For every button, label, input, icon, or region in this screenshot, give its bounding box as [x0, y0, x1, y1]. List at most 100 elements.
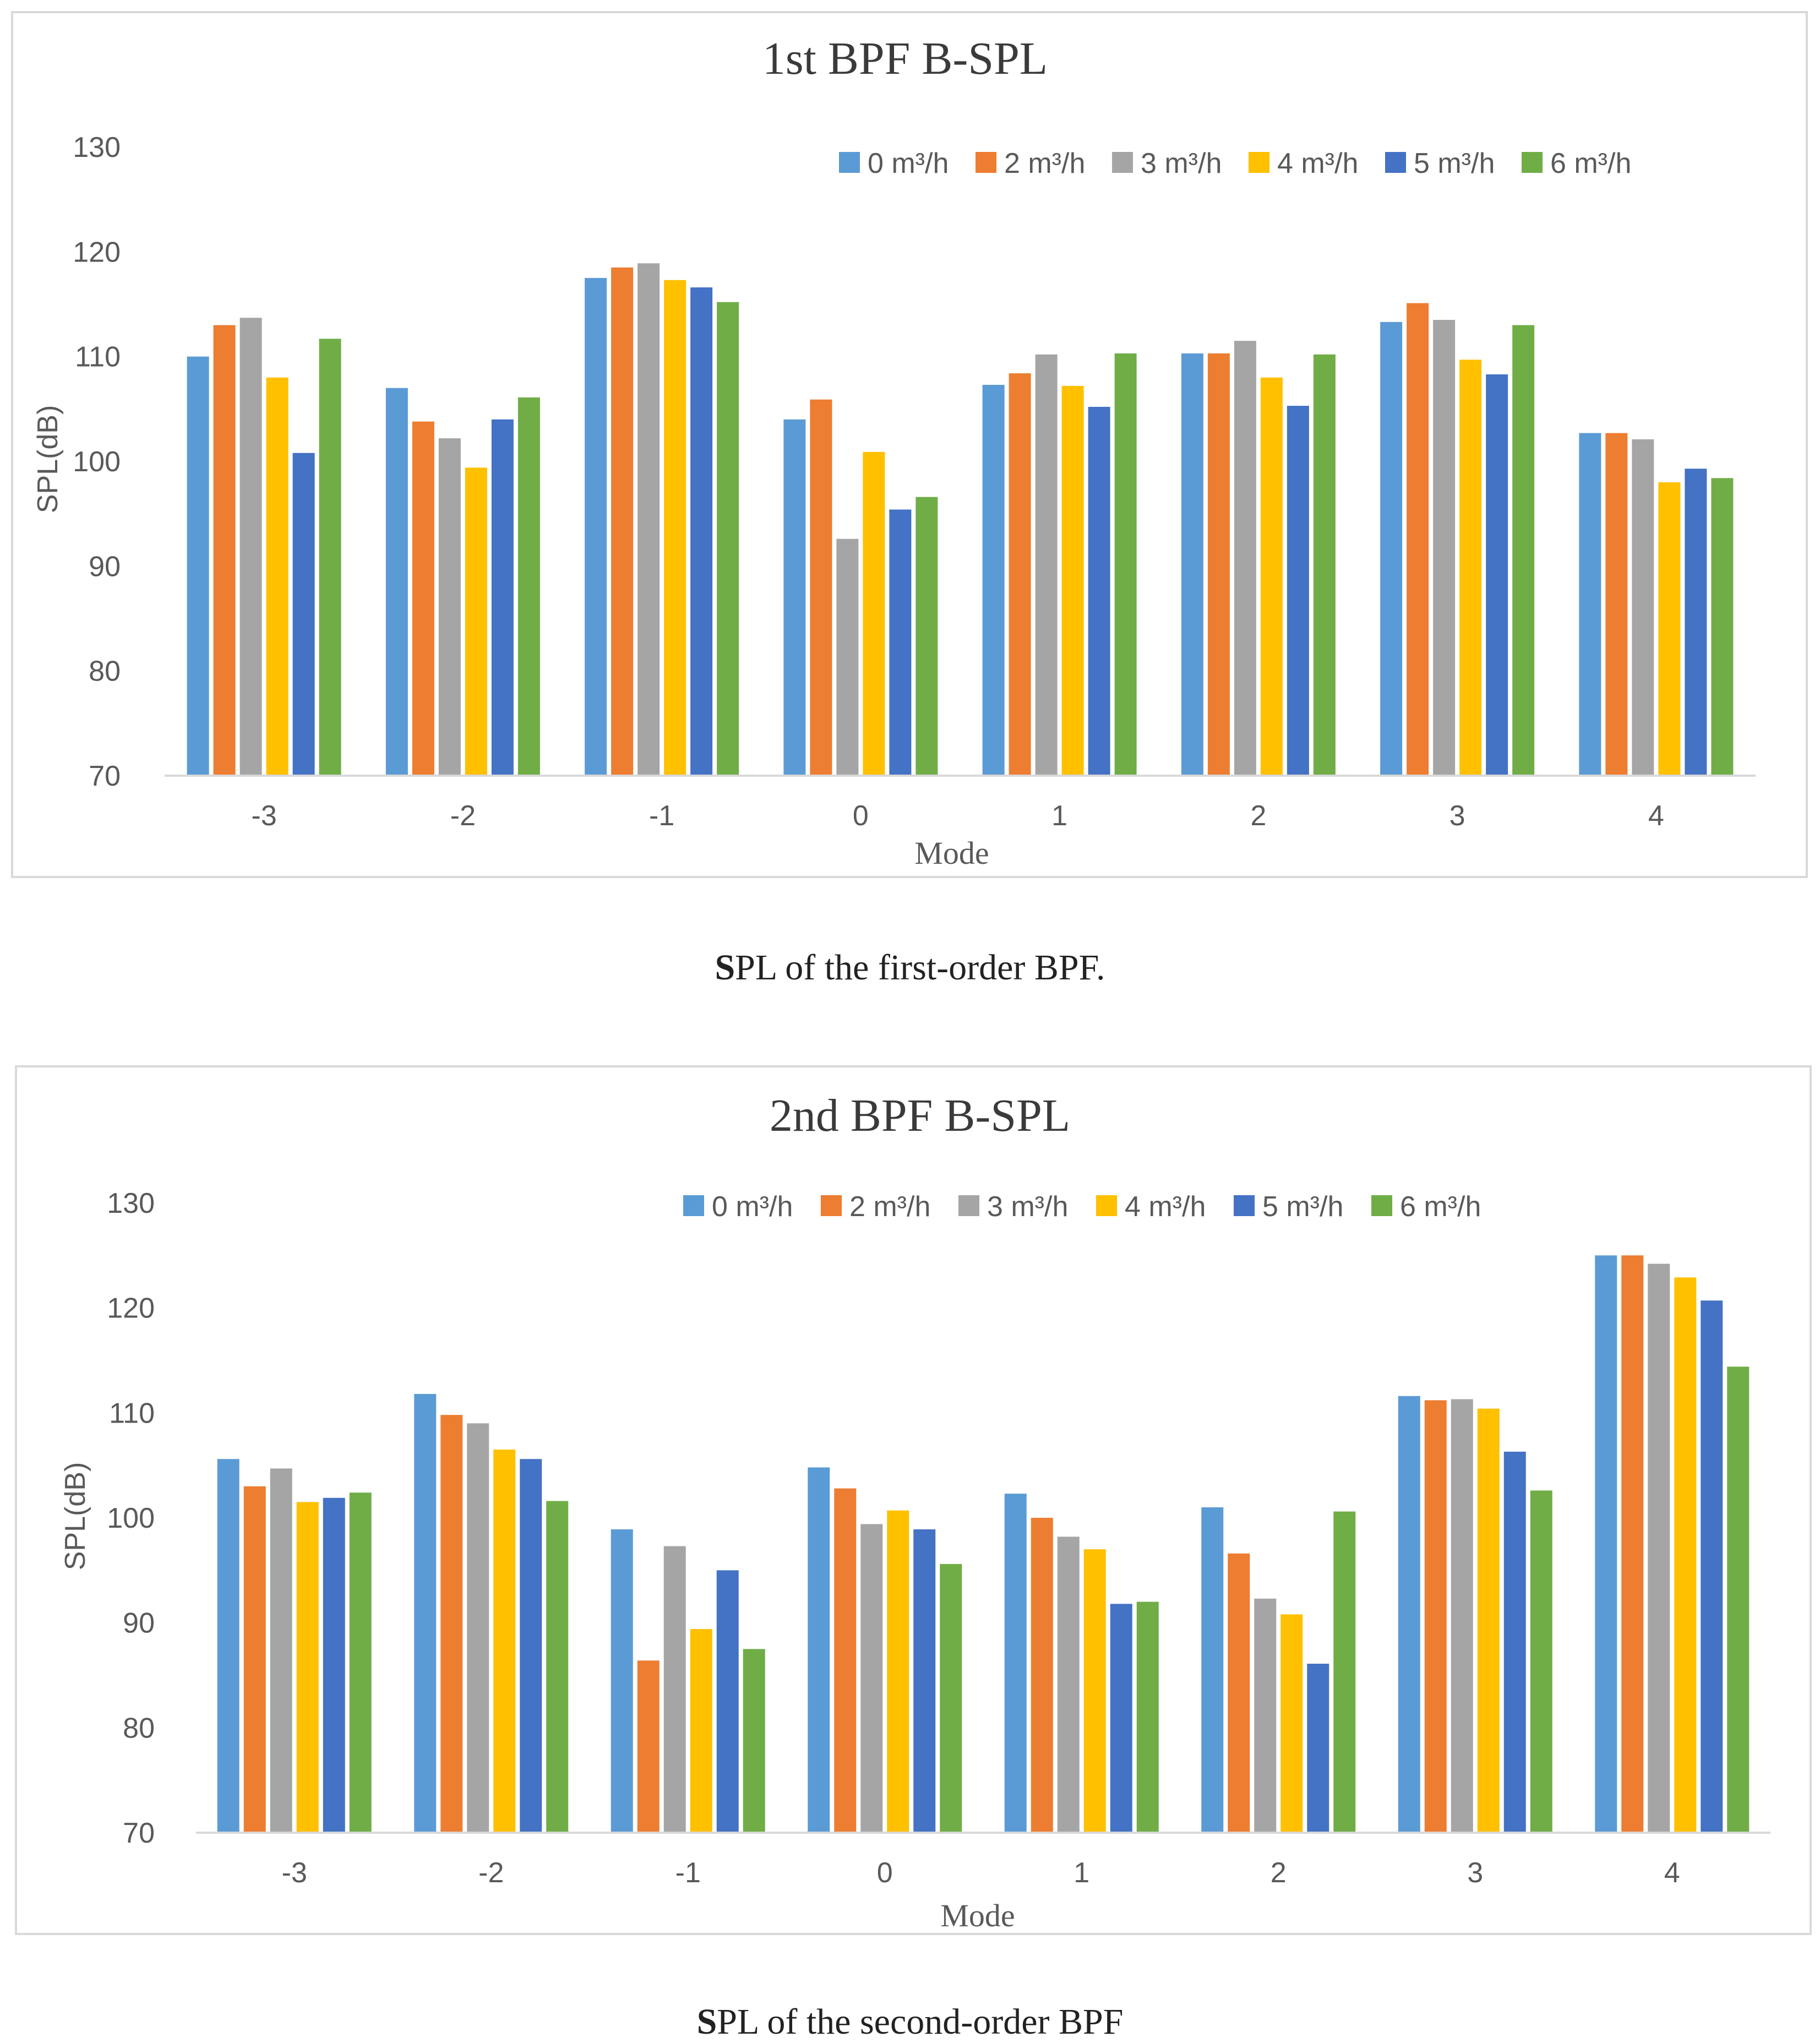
bar-0-series-4	[889, 509, 912, 776]
bar-4-series-3	[1658, 482, 1681, 776]
bar--1-series-3	[690, 1629, 712, 1833]
legend-label-0: 0 m³/h	[712, 1191, 793, 1223]
bar-3-series-2	[1433, 320, 1456, 776]
bar-0-series-0	[783, 419, 806, 776]
legend-label-0: 0 m³/h	[868, 148, 949, 179]
bar-4-series-0	[1579, 433, 1601, 776]
legend-swatch-2	[1112, 152, 1133, 173]
x-tick-label: -3	[252, 800, 277, 832]
bar--2-series-3	[493, 1450, 516, 1833]
bar--3-series-4	[323, 1497, 345, 1833]
x-tick-label: 0	[877, 1857, 893, 1889]
bar-2-series-1	[1228, 1553, 1250, 1833]
bar-3-series-5	[1512, 325, 1535, 776]
y-tick-label: 70	[123, 1817, 155, 1849]
bar-4-series-2	[1632, 439, 1654, 776]
legend-swatch-0	[839, 152, 860, 173]
x-tick-label: 1	[1074, 1857, 1089, 1889]
x-tick-label: 1	[1051, 800, 1067, 832]
bar-3-series-3	[1477, 1408, 1500, 1833]
y-tick-label: 110	[109, 1397, 155, 1429]
bar-2-series-3	[1260, 377, 1283, 776]
bar-4-series-1	[1605, 433, 1628, 776]
bar--2-series-0	[385, 388, 408, 776]
bar--2-series-4	[491, 419, 514, 776]
bar-2-series-3	[1280, 1614, 1303, 1833]
x-tick-label: 4	[1664, 1857, 1680, 1889]
bar-3-series-5	[1530, 1490, 1552, 1833]
y-tick-label: 70	[89, 760, 121, 792]
legend-label-4: 5 m³/h	[1414, 148, 1495, 179]
bar-4-series-3	[1674, 1277, 1697, 1833]
bar-0-series-1	[834, 1488, 857, 1833]
legend-swatch-2	[958, 1195, 979, 1216]
legend-swatch-3	[1096, 1195, 1117, 1216]
x-axis-title: Mode	[914, 835, 989, 871]
bar-3-series-4	[1486, 374, 1508, 776]
bar-0-series-4	[913, 1529, 936, 1833]
bar--3-series-2	[270, 1468, 292, 1833]
x-tick-label: 0	[853, 800, 869, 832]
bar-4-series-2	[1648, 1263, 1670, 1833]
x-tick-label: 2	[1250, 800, 1266, 832]
bar-4-series-5	[1711, 478, 1734, 776]
bar-2-series-2	[1254, 1598, 1277, 1833]
bar-1-series-5	[1136, 1601, 1159, 1833]
bar--3-series-5	[349, 1492, 372, 1833]
bar-2-series-4	[1307, 1664, 1329, 1833]
bar-1-series-4	[1110, 1604, 1132, 1833]
bar-4-series-4	[1685, 468, 1707, 776]
bar--1-series-2	[663, 1546, 686, 1833]
bar-3-series-0	[1380, 322, 1403, 776]
bar--3-series-3	[266, 377, 288, 776]
legend-swatch-0	[683, 1195, 704, 1216]
bar-0-series-2	[836, 538, 859, 776]
bar-0-series-0	[808, 1467, 830, 1833]
x-tick-label: 2	[1271, 1857, 1287, 1889]
legend-label-5: 6 m³/h	[1400, 1191, 1481, 1223]
y-axis-title: SPL(dB)	[59, 1462, 91, 1571]
bar-2-series-1	[1207, 353, 1230, 776]
y-tick-label: 120	[73, 236, 121, 268]
bar-2-series-4	[1287, 406, 1309, 776]
legend-label-5: 6 m³/h	[1550, 148, 1631, 179]
bar-1-series-0	[1004, 1494, 1027, 1833]
chart-title: 2nd BPF B-SPL	[770, 1090, 1070, 1141]
bar-1-series-2	[1057, 1537, 1080, 1833]
caption-1-initial: S	[715, 947, 735, 988]
y-axis-title: SPL(dB)	[32, 405, 64, 514]
figure-caption-2: SPL of the second-order BPF	[0, 2001, 1820, 2043]
x-axis-title: Mode	[940, 1898, 1015, 1933]
y-tick-label: 90	[89, 551, 121, 582]
caption-2-initial: S	[696, 2002, 717, 2042]
y-tick-label: 120	[107, 1293, 155, 1325]
y-tick-label: 80	[123, 1712, 155, 1744]
y-tick-label: 90	[123, 1608, 155, 1639]
legend-label-2: 3 m³/h	[1141, 148, 1222, 179]
chart-svg-2nd-bpf: 2nd BPF B-SPL130120110100908070SPL(dB)-3…	[59, 1090, 1770, 1933]
legend-swatch-4	[1234, 1195, 1255, 1216]
bar-3-series-4	[1503, 1451, 1526, 1833]
chart-svg-1st-bpf: 1st BPF B-SPL130120110100908070SPL(dB)-3…	[32, 33, 1756, 871]
bar-4-series-1	[1621, 1255, 1644, 1833]
y-tick-label: 130	[73, 132, 121, 164]
bar--3-series-5	[319, 339, 341, 776]
bar--1-series-0	[585, 277, 607, 776]
bar--1-series-4	[690, 287, 713, 776]
bar-1-series-1	[1009, 373, 1031, 776]
bar-2-series-5	[1333, 1511, 1356, 1833]
bar--2-series-0	[414, 1394, 437, 1833]
bar--1-series-1	[637, 1660, 660, 1833]
bar--1-series-4	[716, 1570, 739, 1833]
bar--3-series-1	[213, 325, 236, 776]
bar--1-series-5	[717, 302, 739, 776]
legend-swatch-5	[1371, 1195, 1392, 1216]
bar-2-series-5	[1313, 354, 1336, 776]
legend-label-3: 4 m³/h	[1277, 148, 1358, 179]
bar--3-series-4	[292, 453, 315, 776]
bar-2-series-0	[1181, 353, 1203, 776]
bar--2-series-4	[520, 1459, 542, 1833]
bar-0-series-1	[810, 399, 832, 776]
bar--1-series-3	[664, 280, 686, 776]
bar-1-series-5	[1114, 353, 1137, 776]
